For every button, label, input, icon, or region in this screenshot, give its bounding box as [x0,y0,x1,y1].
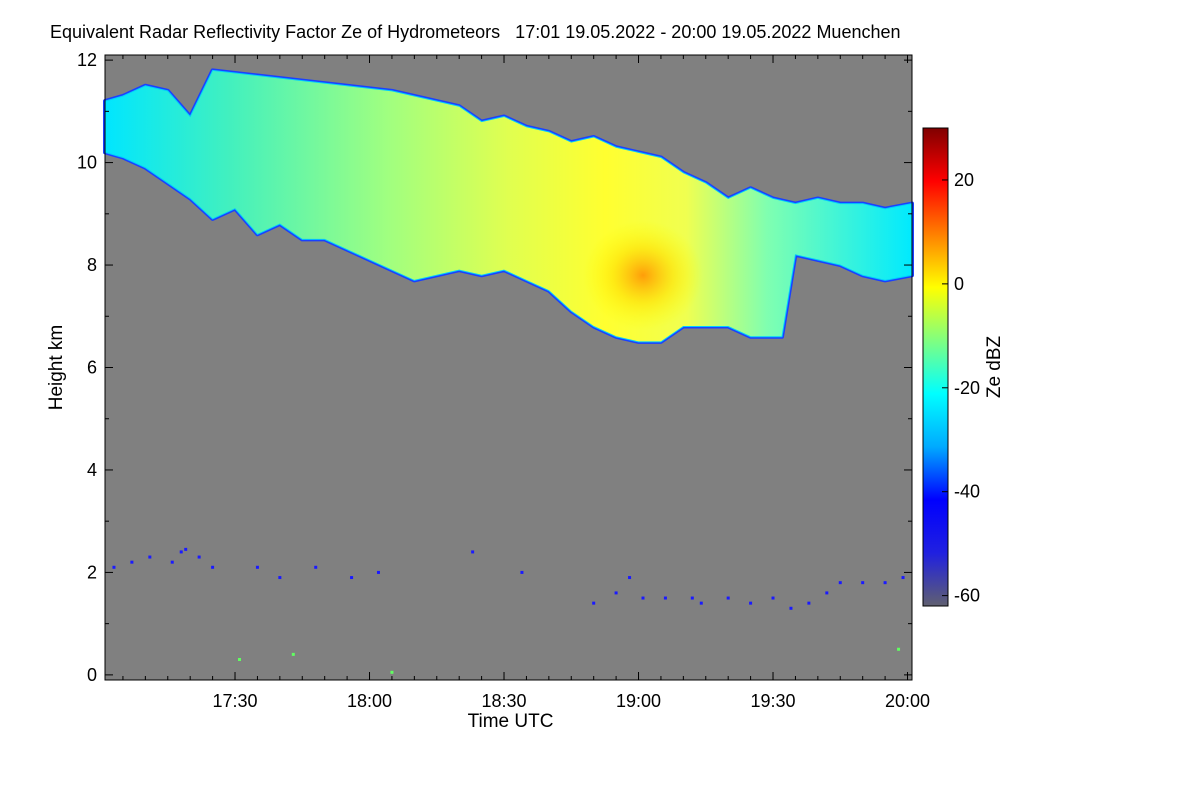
cloud-layer [104,69,913,343]
noise-point [592,601,596,605]
colorbar-tick-label: -40 [954,482,980,502]
noise-point [179,550,183,554]
x-tick-label: 20:00 [885,691,930,711]
noise-point [350,576,354,580]
noise-point [663,596,667,600]
noise-point [197,555,201,559]
noise-point [390,670,394,674]
noise-point [112,565,116,569]
noise-point [278,576,282,580]
cloud-core [583,220,703,331]
noise-point [726,596,730,600]
noise-point [861,581,865,585]
colorbar-tick-label: -60 [954,586,980,606]
colorbar-label: Ze dBZ [984,335,1005,398]
noise-point [690,596,694,600]
noise-point [471,550,475,554]
noise-point [211,565,215,569]
noise-point [641,596,645,600]
noise-point [184,547,188,551]
noise-point [614,591,618,595]
noise-point [749,601,753,605]
x-tick-label: 19:30 [750,691,795,711]
colorbar [922,127,949,607]
noise-point [520,570,524,574]
y-axis-label: Height km [46,325,67,411]
colorbar-tick-label: 20 [954,170,974,190]
noise-point [897,647,901,651]
noise-point [148,555,152,559]
noise-point [170,560,174,564]
noise-point [291,652,295,656]
noise-point [807,601,811,605]
noise-point [838,581,842,585]
x-tick-label: 18:30 [481,691,526,711]
chart-title: Equivalent Radar Reflectivity Factor Ze … [50,22,901,42]
y-tick-label: 10 [77,153,97,173]
x-axis-label: Time UTC [468,711,554,732]
x-tick-label: 17:30 [212,691,257,711]
noise-point [376,570,380,574]
noise-point [883,581,887,585]
x-tick-label: 19:00 [616,691,661,711]
noise-point [130,560,134,564]
noise-point [825,591,829,595]
noise-point [789,606,793,610]
colorbar-tick-label: -20 [954,378,980,398]
noise-point [238,658,241,662]
noise-point [771,596,775,600]
y-tick-label: 12 [77,50,97,70]
noise-point [255,565,259,569]
noise-point [901,576,905,580]
y-tick-label: 8 [87,255,97,275]
y-tick-label: 6 [87,358,97,378]
y-tick-label: 4 [87,460,97,480]
colorbar-tick-label: 0 [954,274,964,294]
noise-point [699,601,703,605]
noise-point [628,576,632,580]
y-tick-label: 0 [87,665,97,685]
noise-point [314,565,318,569]
x-tick-label: 18:00 [347,691,392,711]
y-tick-label: 2 [87,562,97,582]
